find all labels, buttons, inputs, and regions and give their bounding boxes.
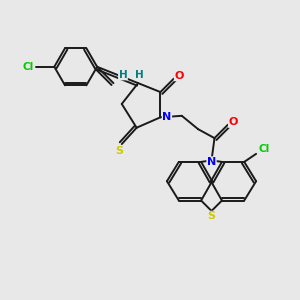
- Text: S: S: [116, 146, 123, 156]
- Text: Cl: Cl: [22, 62, 34, 72]
- Text: N: N: [207, 157, 216, 167]
- Text: H: H: [135, 70, 144, 80]
- Text: O: O: [229, 117, 238, 128]
- Text: Cl: Cl: [259, 143, 270, 154]
- Text: N: N: [162, 112, 172, 122]
- Text: H: H: [118, 70, 127, 80]
- Text: S: S: [208, 211, 215, 221]
- Text: O: O: [174, 71, 184, 81]
